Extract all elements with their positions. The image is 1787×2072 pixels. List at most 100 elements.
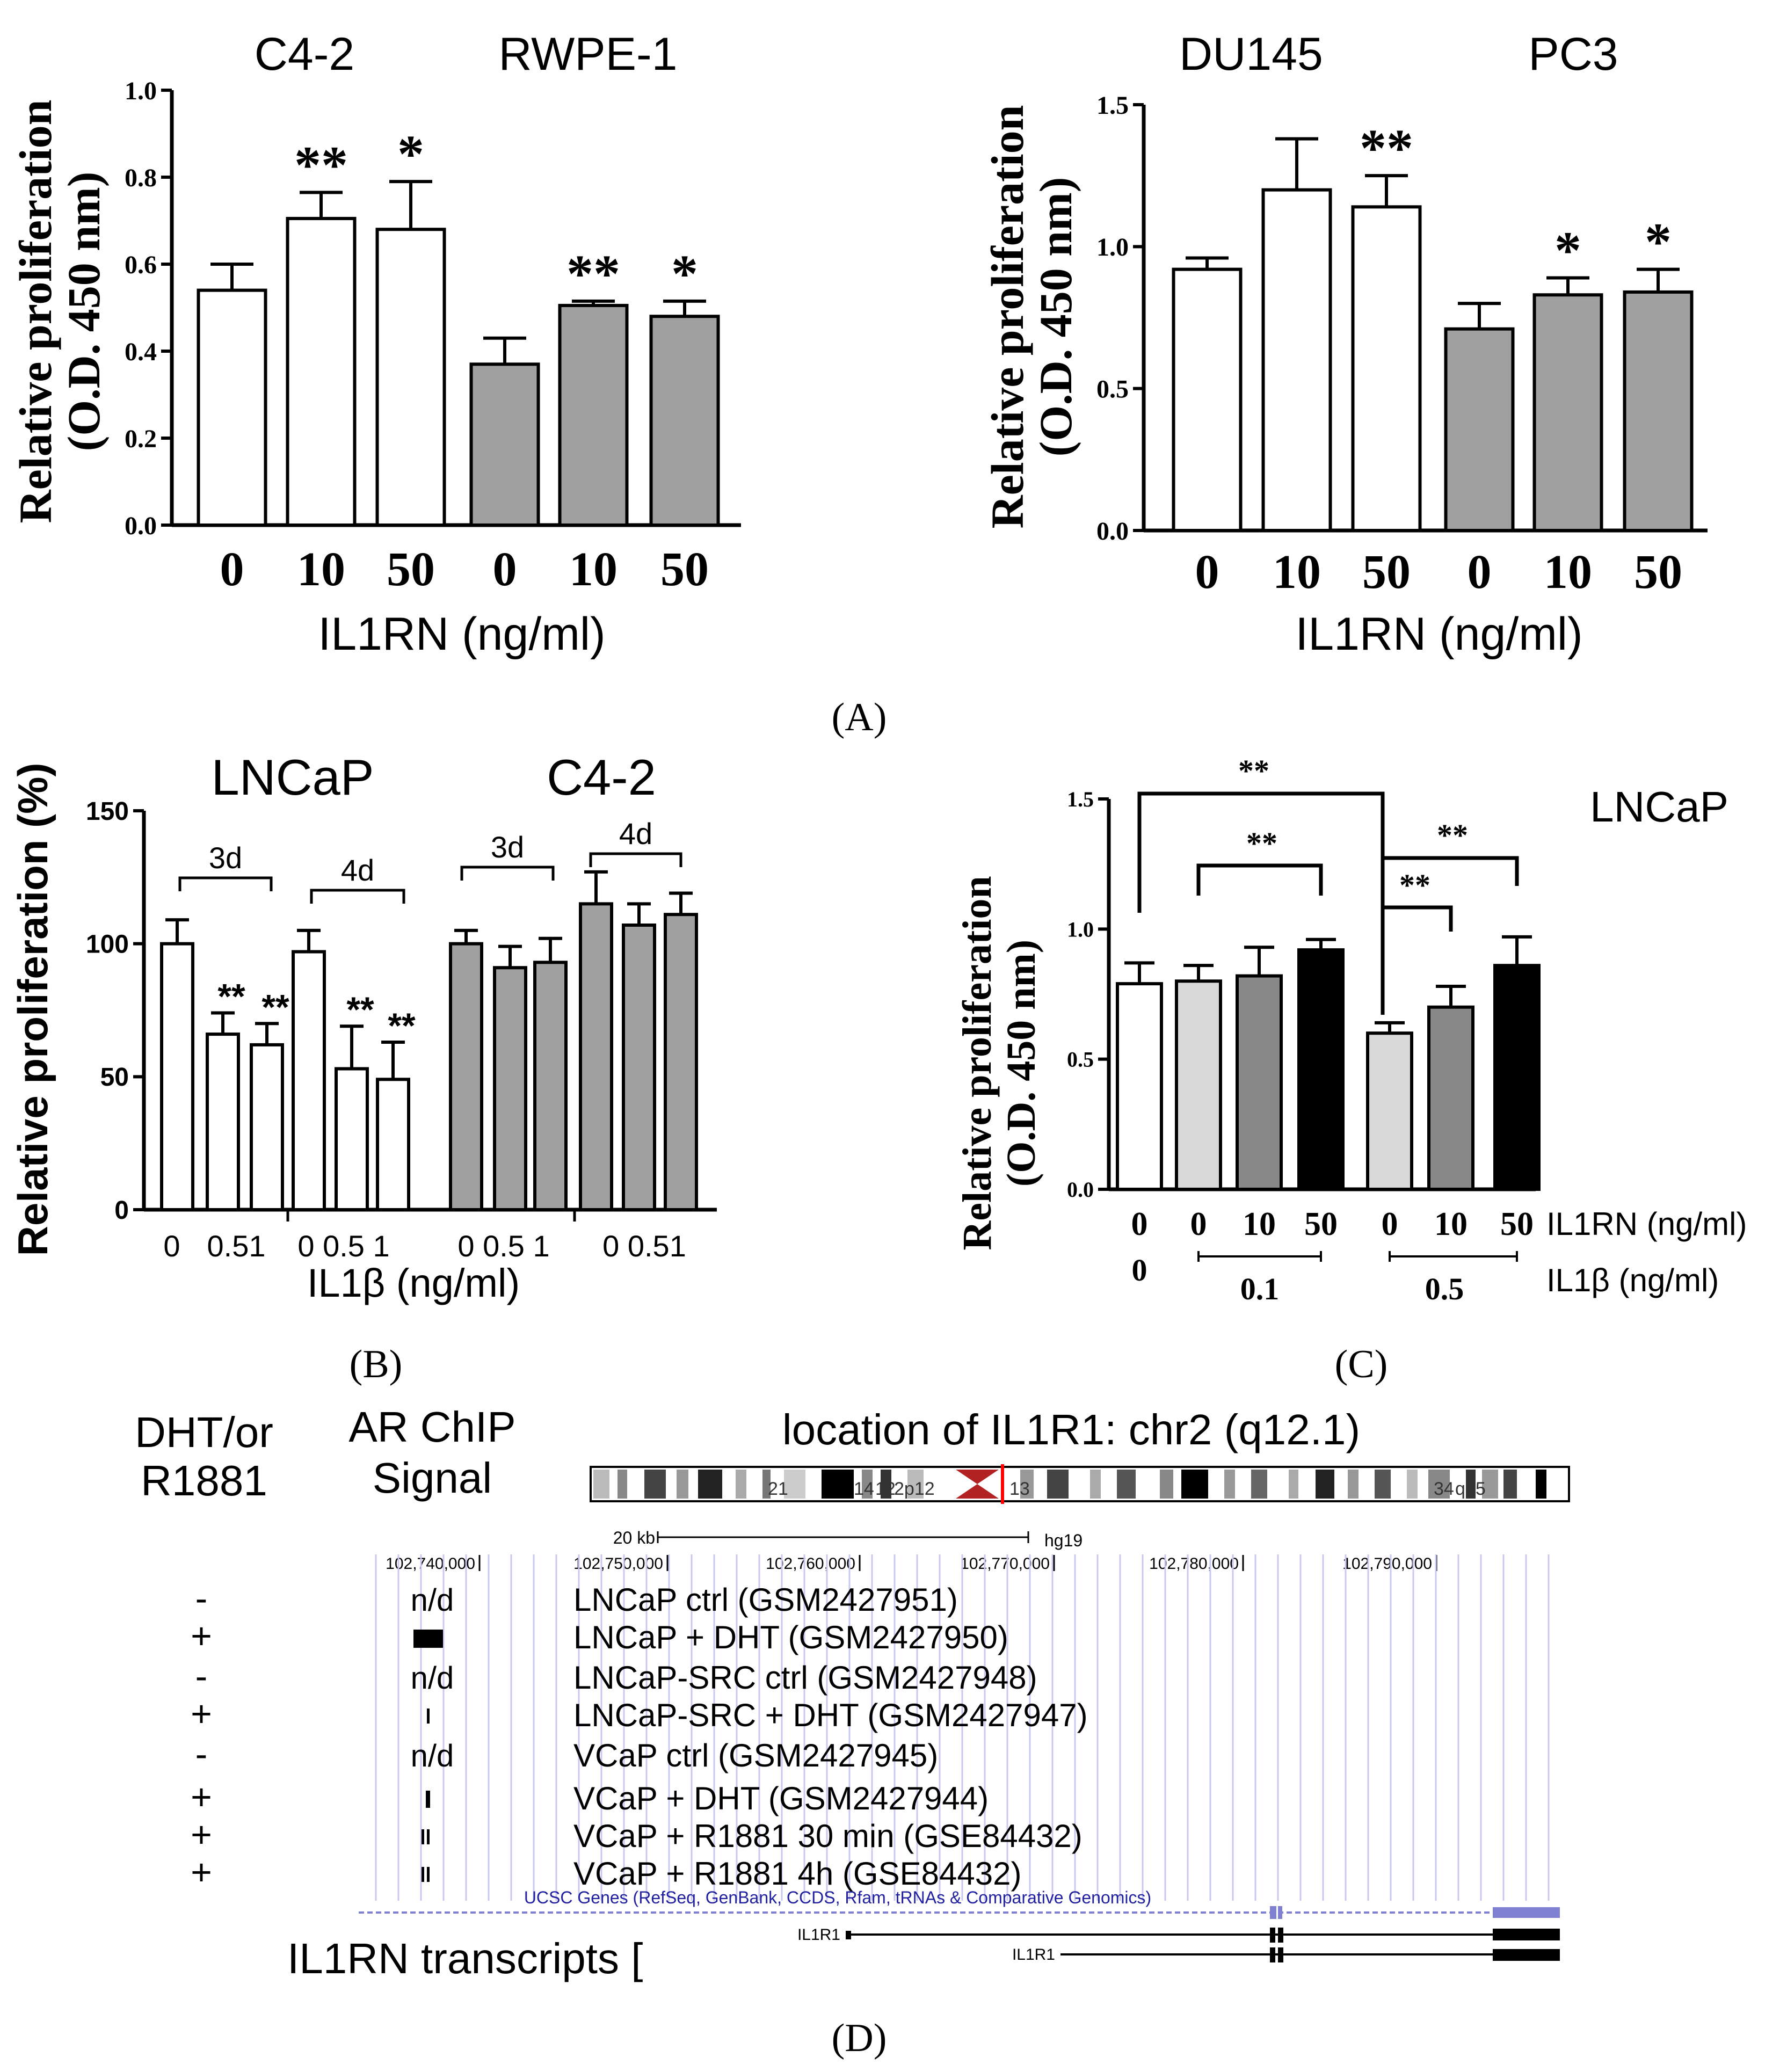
chromosome-band bbox=[1407, 1470, 1418, 1499]
time-bracket bbox=[178, 876, 273, 891]
x-tick-label: 0 bbox=[1195, 546, 1219, 599]
time-bracket bbox=[589, 852, 682, 867]
y-axis-title-line2: (O.D. 450 nm) bbox=[999, 940, 1044, 1187]
significance-marker: ** bbox=[566, 244, 620, 303]
group-label-rwpe-1: RWPE-1 bbox=[499, 28, 678, 80]
y-tick-label: 0.2 bbox=[125, 425, 157, 453]
coord-label: 102,750,000 bbox=[573, 1555, 663, 1573]
band-label: q35 bbox=[1455, 1479, 1486, 1499]
y-axis-title: Relative proliferation (O.D. 450 nm) bbox=[982, 105, 1081, 529]
chip-peak bbox=[413, 1630, 443, 1648]
x-axis-title: IL1RN (ng/ml) bbox=[1295, 608, 1582, 660]
chip-peak bbox=[427, 1709, 430, 1724]
significance-bracket bbox=[1383, 905, 1453, 932]
il1b-range bbox=[1197, 1251, 1322, 1262]
group-label-c4-2: C4-2 bbox=[255, 28, 354, 80]
x-tick-label: 10 bbox=[1243, 1206, 1276, 1242]
transcript-exon bbox=[1270, 1947, 1275, 1962]
band-label: 21 bbox=[768, 1479, 788, 1499]
chromosome-ideogram: 21 14 12 2p12 13 34 q35 bbox=[590, 1464, 1570, 1504]
significance-marker: * bbox=[671, 244, 698, 303]
x-tick-label: 0 0.5 1 bbox=[297, 1229, 389, 1263]
ucsc-exon bbox=[1278, 1906, 1282, 1919]
coord-label: 102,790,000 bbox=[1342, 1555, 1432, 1573]
chip-peak bbox=[422, 1829, 424, 1844]
bar bbox=[375, 228, 446, 527]
x-tick-label: 0 bbox=[1190, 1206, 1207, 1242]
y-axis-title: Relative proliferation (%) bbox=[9, 763, 56, 1256]
bar bbox=[335, 1067, 369, 1212]
y-tick-label: 50 bbox=[100, 1063, 129, 1092]
y-tick-label: 150 bbox=[86, 797, 129, 826]
significance-marker: ** bbox=[261, 987, 289, 1027]
y-axis-title-text: Relative proliferation (%) bbox=[9, 763, 56, 1256]
bar bbox=[649, 315, 720, 527]
chip-peak bbox=[426, 1791, 430, 1808]
panel-label-a: (A) bbox=[832, 695, 887, 739]
x-axis-title: IL1β (ng/ml) bbox=[307, 1261, 520, 1305]
x-tick-label: 10 bbox=[297, 543, 345, 596]
significance-marker: ** bbox=[388, 1006, 416, 1045]
transcript-exon bbox=[1278, 1947, 1283, 1962]
x-tick-label: 0 bbox=[1382, 1206, 1398, 1242]
bracket-significance: ** bbox=[1238, 753, 1269, 788]
track-label: VCaP + R1881 30 min (GSE84432) bbox=[573, 1818, 1083, 1854]
y-tick-label: 0.5 bbox=[1096, 375, 1129, 403]
chromosome-outline bbox=[590, 1466, 1570, 1502]
significance-marker: ** bbox=[294, 135, 348, 194]
x-tick-label: 0 0.5 1 bbox=[457, 1229, 549, 1263]
signal-not-detected: n/d bbox=[411, 1661, 454, 1696]
il1rn-transcripts-label: IL1RN transcripts [ bbox=[287, 1935, 643, 1982]
chromosome-band bbox=[618, 1470, 627, 1499]
bar bbox=[1175, 979, 1222, 1191]
il1b-range bbox=[1389, 1251, 1518, 1262]
transcript-exon bbox=[846, 1931, 851, 1939]
significance-marker: * bbox=[397, 124, 424, 184]
genome-browser: DHT/or R1881 AR ChIP Signal location of … bbox=[135, 1403, 1570, 1982]
time-label: 4d bbox=[341, 853, 374, 887]
bar bbox=[1172, 267, 1243, 532]
chromosome-band bbox=[1466, 1470, 1476, 1499]
treatment-header-line2: R1881 bbox=[141, 1457, 267, 1504]
chromosome-band bbox=[736, 1470, 746, 1499]
y-tick-label: 1.0 bbox=[1067, 917, 1094, 941]
significance-marker: * bbox=[1645, 212, 1672, 272]
location-title: location of IL1R1: chr2 (q12.1) bbox=[782, 1406, 1360, 1453]
chromosome-band bbox=[1316, 1470, 1334, 1499]
cell-label-lncap: LNCaP bbox=[1590, 783, 1728, 831]
transcript-label: IL1R1 bbox=[797, 1926, 840, 1944]
treatment-sign: - bbox=[195, 1656, 208, 1697]
y-tick-label: 0 bbox=[114, 1196, 129, 1225]
ucsc-exon bbox=[1493, 1907, 1560, 1918]
significance-marker: * bbox=[1554, 220, 1581, 280]
bracket-significance: ** bbox=[1399, 868, 1430, 903]
chromosome-band bbox=[1181, 1470, 1208, 1499]
significance-marker: ** bbox=[346, 990, 374, 1029]
x-tick-label: 0 0.51 bbox=[602, 1229, 686, 1263]
significance-marker: ** bbox=[217, 976, 245, 1016]
bar bbox=[1236, 974, 1283, 1191]
panel-label-b: (B) bbox=[350, 1342, 403, 1386]
x-tick-label: 10 bbox=[569, 543, 618, 596]
transcript-label: IL1R1 bbox=[1012, 1946, 1055, 1964]
treatment-sign: - bbox=[195, 1734, 208, 1775]
bar bbox=[1366, 1031, 1413, 1191]
x-tick-label: 0 bbox=[1131, 1206, 1148, 1242]
treatment-sign: + bbox=[191, 1616, 212, 1656]
x-tick-label: 50 bbox=[660, 543, 709, 596]
bar bbox=[1532, 293, 1603, 532]
chromosome-band bbox=[1482, 1470, 1498, 1499]
treatment-sign: + bbox=[191, 1814, 212, 1855]
chromosome-band bbox=[762, 1470, 771, 1499]
bar bbox=[160, 942, 194, 1211]
coord-label: 102,760,000 bbox=[766, 1555, 855, 1573]
track-label: LNCaP-SRC ctrl (GSM2427948) bbox=[573, 1660, 1037, 1696]
bar bbox=[493, 966, 527, 1212]
y-tick-label: 1.5 bbox=[1067, 787, 1094, 811]
chromosome-band bbox=[593, 1470, 609, 1499]
time-label: 3d bbox=[209, 841, 242, 875]
bar bbox=[197, 288, 267, 527]
y-tick-label: 0.5 bbox=[1067, 1048, 1094, 1072]
ucsc-genes-label: UCSC Genes (RefSeq, GenBank, CCDS, Rfam,… bbox=[524, 1888, 1151, 1907]
